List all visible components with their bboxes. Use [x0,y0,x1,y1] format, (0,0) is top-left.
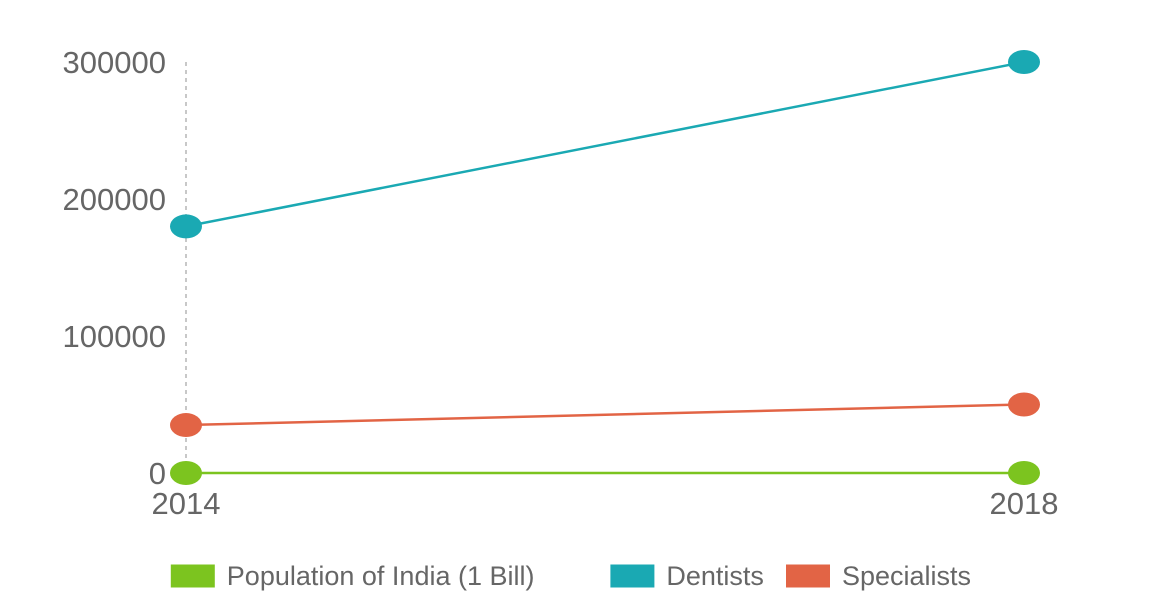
y-tick-label: 0 [149,456,166,491]
data-point [170,413,202,438]
x-tick-label: 2018 [990,486,1059,521]
data-point [170,461,202,485]
y-tick-label: 200000 [63,182,166,217]
data-point [1008,461,1040,485]
x-tick-label: 2014 [152,486,221,521]
legend-swatch [786,564,830,588]
data-point [170,214,202,239]
legend-label: Specialists [842,561,971,591]
series-layer [170,50,1040,485]
series-line-2 [185,403,1025,427]
legend-swatch [610,564,655,588]
legend: Population of India (1 Bill) Dentists Spec… [170,561,971,591]
y-tick-label: 100000 [63,319,166,354]
legend-swatch [170,564,215,588]
series-line-1 [185,60,1025,228]
legend-label: Population of India (1 Bill) [227,561,535,591]
data-point [1008,392,1040,417]
axis-layer: 0 100000 200000 300000 2014 2018 [63,45,1059,521]
y-tick-label: 300000 [63,45,166,80]
data-point [1008,50,1040,74]
legend-label: Dentists [666,561,764,591]
